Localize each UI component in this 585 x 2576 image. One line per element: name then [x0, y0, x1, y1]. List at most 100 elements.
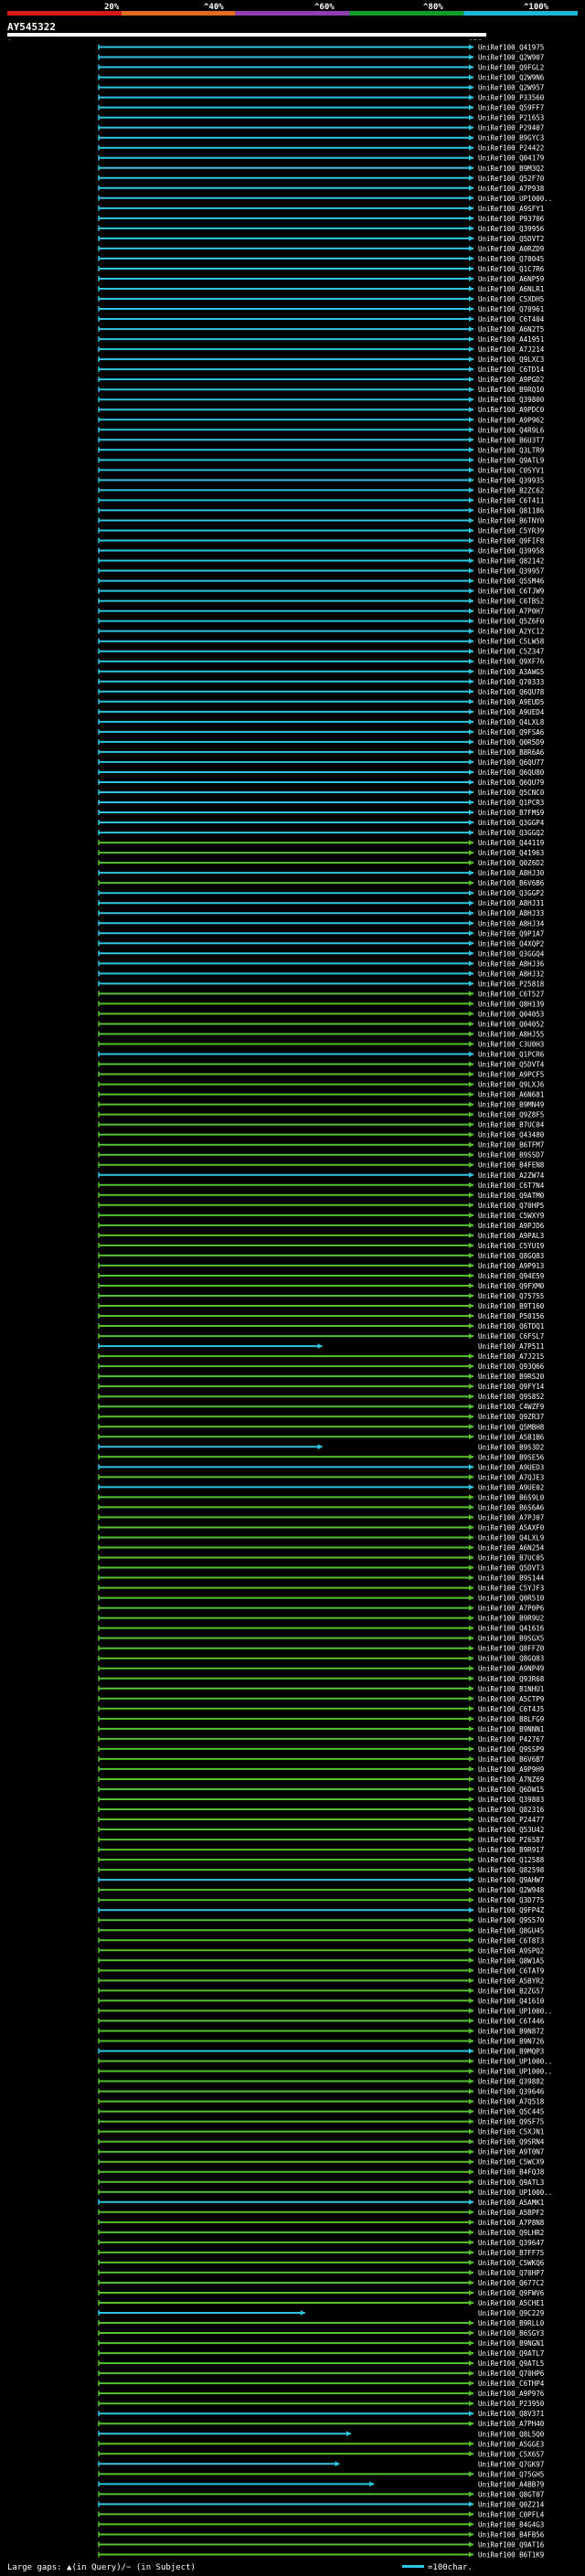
hit-label[interactable]: UniRef100_Q9FIF8 [478, 536, 545, 545]
hit-label[interactable]: UniRef100_B9R917 [478, 1846, 544, 1854]
hit-label[interactable]: UniRef100_Q39957 [478, 567, 544, 576]
hit-label[interactable]: UniRef100_A9PJD6 [478, 1222, 545, 1230]
hit-label[interactable]: UniRef100_B4FB56 [478, 2530, 545, 2539]
hit-label[interactable]: UniRef100_Q8GT07 [478, 2490, 544, 2498]
hit-label[interactable]: UniRef100_A5GGE3 [478, 2440, 544, 2448]
hit-label[interactable]: UniRef100_Q93R68 [478, 1675, 545, 1683]
hit-label[interactable]: UniRef100_Q6QU80 [478, 769, 545, 777]
hit-label[interactable]: UniRef100_B6S9L0 [478, 1493, 545, 1501]
hit-label[interactable]: UniRef100_C5WCX9 [478, 2158, 544, 2167]
hit-label[interactable]: UniRef100_Q82598 [478, 1866, 545, 1874]
hit-label[interactable]: UniRef100_B7UC04 [478, 1121, 545, 1129]
hit-label[interactable]: UniRef100_Q3GGP2 [478, 889, 544, 897]
hit-label[interactable]: UniRef100_Q7GK97 [478, 2460, 544, 2468]
hit-label[interactable]: UniRef100_Q70333 [478, 678, 544, 686]
hit-label[interactable]: UniRef100_C6TD14 [478, 366, 545, 374]
hit-label[interactable]: UniRef100_Q39882 [478, 2078, 544, 2086]
hit-label[interactable]: UniRef100_A7NZ69 [478, 1776, 544, 1784]
hit-label[interactable]: UniRef100_A9PAL3 [478, 1232, 544, 1240]
hit-label[interactable]: UniRef100_A8HJ33 [478, 909, 544, 917]
hit-label[interactable]: UniRef100_Q9C229 [478, 2309, 544, 2317]
hit-label[interactable]: UniRef100_B6S6A6 [478, 1503, 545, 1511]
hit-label[interactable]: UniRef100_Q9ATL7 [478, 2349, 544, 2358]
hit-label[interactable]: UniRef100_B9S3D2 [478, 1443, 544, 1451]
hit-label[interactable]: UniRef100_Q9Z8F5 [478, 1111, 544, 1119]
hit-label[interactable]: UniRef100_P24422 [478, 144, 544, 153]
hit-label[interactable]: UniRef100_Q9SSP9 [478, 1745, 544, 1754]
hit-label[interactable]: UniRef100_P24477 [478, 1816, 544, 1824]
hit-label[interactable]: UniRef100_P42767 [478, 1735, 544, 1744]
hit-label[interactable]: UniRef100_A9SPQ2 [478, 1946, 544, 1955]
hit-label[interactable]: UniRef100_C5XDH5 [478, 295, 544, 303]
hit-label[interactable]: UniRef100_UP1000.. [478, 2189, 552, 2197]
hit-label[interactable]: UniRef100_C6T411 [478, 496, 544, 504]
hit-label[interactable]: UniRef100_UP1000.. [478, 195, 552, 203]
hit-label[interactable]: UniRef100_Q2W9N6 [478, 74, 545, 82]
hit-label[interactable]: UniRef100_Q70HP7 [478, 2269, 544, 2277]
hit-label[interactable]: UniRef100_B7FF75 [478, 2249, 544, 2257]
hit-label[interactable]: UniRef100_Q1PCR6 [478, 1051, 545, 1059]
hit-label[interactable]: UniRef100_Q8L5Q0 [478, 2430, 545, 2438]
hit-label[interactable]: UniRef100_Q5DVT2 [478, 235, 544, 243]
hit-label[interactable]: UniRef100_Q04053 [478, 1010, 544, 1018]
hit-label[interactable]: UniRef100_UP1000.. [478, 2058, 552, 2066]
hit-label[interactable]: UniRef100_Q39935 [478, 476, 544, 484]
hit-label[interactable]: UniRef100_A9UED4 [478, 708, 545, 716]
hit-label[interactable]: UniRef100_Q9ATL5 [478, 2359, 544, 2368]
hit-label[interactable]: UniRef100_A9EUD5 [478, 698, 544, 706]
hit-label[interactable]: UniRef100_Q3GGQ2 [478, 829, 544, 837]
hit-label[interactable]: UniRef100_Q04052 [478, 1020, 544, 1028]
hit-label[interactable]: UniRef100_Q677C2 [478, 2279, 544, 2287]
hit-label[interactable]: UniRef100_A7PJ07 [478, 1513, 544, 1521]
hit-label[interactable]: UniRef100_Q9SRN4 [478, 2138, 545, 2147]
hit-label[interactable]: UniRef100_Q2W948 [478, 1886, 545, 1894]
hit-label[interactable]: UniRef100_A7PH40 [478, 2420, 545, 2428]
hit-label[interactable]: UniRef100_C6T527 [478, 990, 544, 998]
hit-label[interactable]: UniRef100_Q82142 [478, 557, 544, 566]
hit-label[interactable]: UniRef100_B9MQP3 [478, 2047, 544, 2055]
hit-label[interactable]: UniRef100_B4FQJ8 [478, 2168, 545, 2177]
hit-label[interactable]: UniRef100_Q9ATL3 [478, 2178, 544, 2187]
hit-label[interactable]: UniRef100_B2ZG57 [478, 1987, 544, 1995]
hit-label[interactable]: UniRef100_Q43480 [478, 1131, 545, 1140]
hit-label[interactable]: UniRef100_B9M3Q2 [478, 164, 544, 173]
hit-label[interactable]: UniRef100_Q9FGL2 [478, 64, 544, 72]
hit-label[interactable]: UniRef100_A7P938 [478, 185, 545, 193]
hit-label[interactable]: UniRef100_B9GYC3 [478, 134, 544, 143]
hit-label[interactable]: UniRef100_B8LFG9 [478, 1715, 544, 1723]
hit-label[interactable]: UniRef100_A9NP49 [478, 1665, 544, 1673]
hit-label[interactable]: UniRef100_Q04179 [478, 154, 544, 163]
hit-label[interactable]: UniRef100_C5YJF3 [478, 1585, 544, 1593]
hit-label[interactable]: UniRef100_B9R9U2 [478, 1615, 544, 1623]
hit-label[interactable]: UniRef100_Q41963 [478, 849, 544, 857]
hit-label[interactable]: UniRef100_Q4LXL9 [478, 1533, 544, 1542]
hit-label[interactable]: UniRef100_A8HJ55 [478, 1030, 544, 1038]
hit-label[interactable]: UniRef100_A9P913 [478, 1262, 544, 1270]
hit-label[interactable]: UniRef100_A5BPF2 [478, 2209, 544, 2217]
hit-label[interactable]: UniRef100_A8HJ34 [478, 919, 545, 928]
hit-label[interactable]: UniRef100_Q8GQ83 [478, 1252, 544, 1260]
hit-label[interactable]: UniRef100_B9N872 [478, 2027, 544, 2035]
hit-label[interactable]: UniRef100_C6T4J5 [478, 1705, 544, 1713]
hit-label[interactable]: UniRef100_B6SGY3 [478, 2329, 544, 2337]
hit-label[interactable]: UniRef100_C5YR39 [478, 526, 544, 535]
hit-label[interactable]: UniRef100_C3U0H3 [478, 1040, 544, 1048]
hit-label[interactable]: UniRef100_UP1000.. [478, 2068, 552, 2076]
hit-label[interactable]: UniRef100_B9RLL0 [478, 2319, 545, 2327]
hit-label[interactable]: UniRef100_Q4XQP2 [478, 939, 544, 948]
hit-label[interactable]: UniRef100_C6T446 [478, 2017, 545, 2025]
hit-label[interactable]: UniRef100_A6N681 [478, 1091, 544, 1099]
hit-label[interactable]: UniRef100_B9NGN1 [478, 2339, 544, 2348]
hit-label[interactable]: UniRef100_A4BB79 [478, 2480, 544, 2488]
hit-label[interactable]: UniRef100_A9UED3 [478, 1463, 544, 1471]
hit-label[interactable]: UniRef100_A6NLR1 [478, 285, 544, 293]
hit-label[interactable]: UniRef100_A9PDC0 [478, 406, 545, 414]
hit-label[interactable]: UniRef100_Q3GGQ4 [478, 949, 545, 958]
hit-label[interactable]: UniRef100_C6TJW9 [478, 588, 544, 596]
hit-label[interactable]: UniRef100_P29407 [478, 124, 544, 133]
hit-label[interactable]: UniRef100_A3AWG5 [478, 668, 544, 676]
hit-label[interactable]: UniRef100_Q5DVT4 [478, 1061, 545, 1069]
hit-label[interactable]: UniRef100_Q44119 [478, 839, 544, 847]
hit-label[interactable]: UniRef100_P25818 [478, 980, 545, 988]
hit-label[interactable]: UniRef100_A9SFY1 [478, 205, 544, 213]
